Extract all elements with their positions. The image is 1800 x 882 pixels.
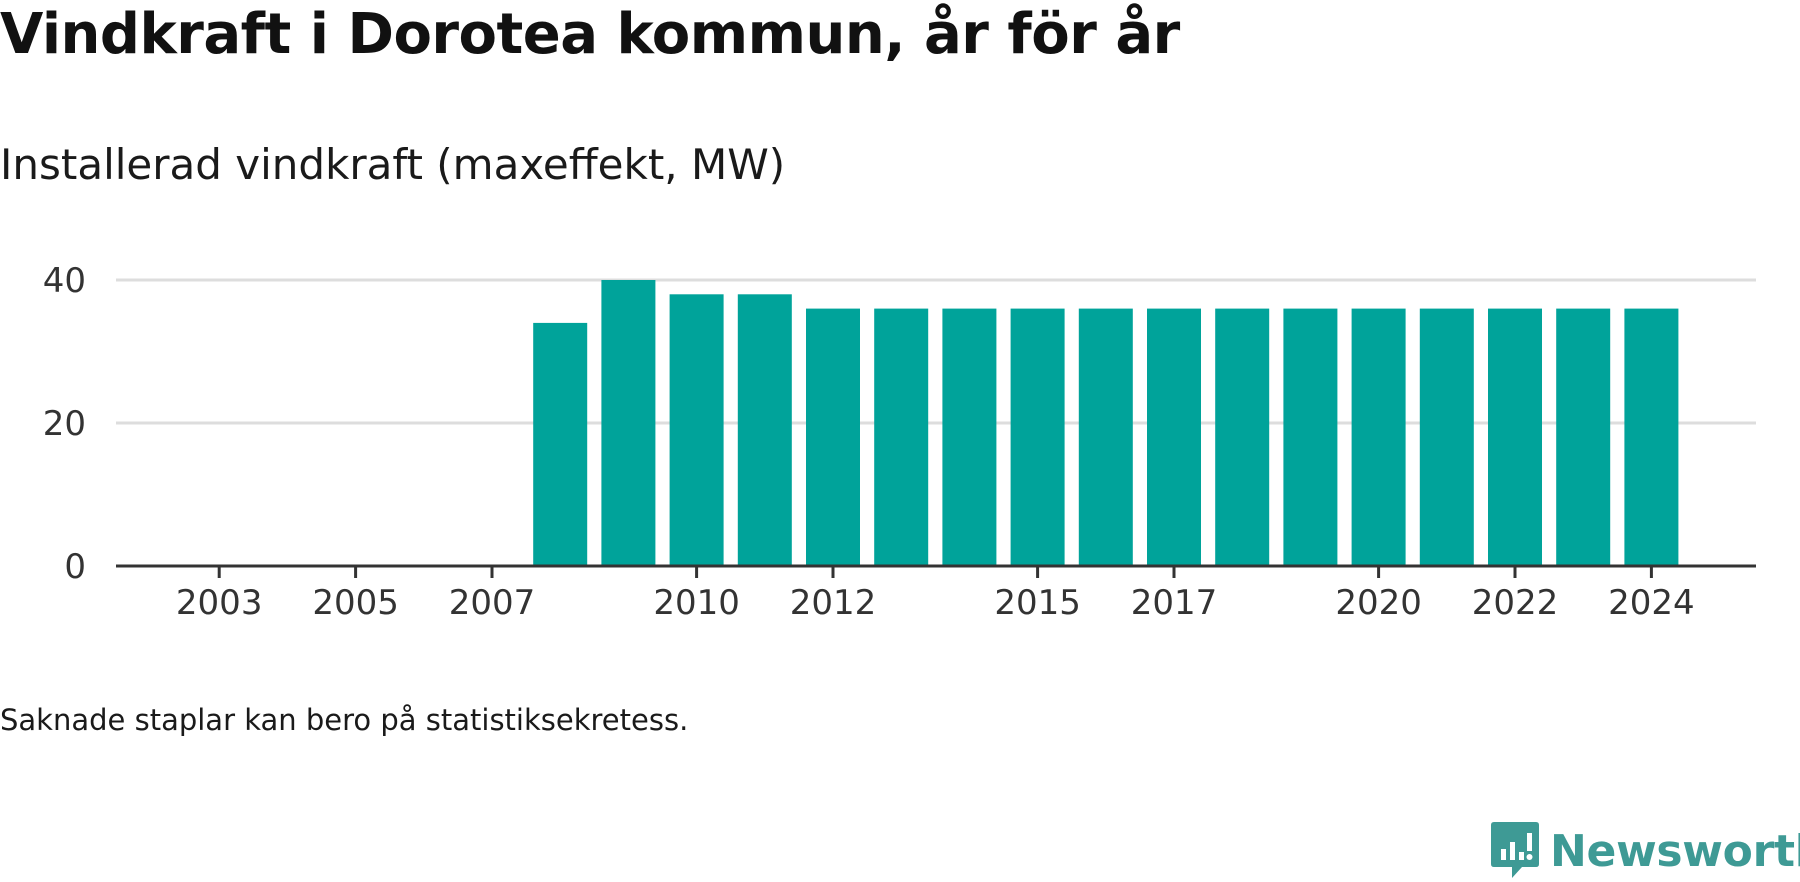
y-tick-label: 20 — [43, 404, 86, 444]
x-tick-label: 2012 — [790, 583, 877, 623]
x-tick-label: 2007 — [449, 583, 536, 623]
bar — [1010, 308, 1065, 566]
bar — [1351, 308, 1406, 566]
x-tick-label: 2015 — [994, 583, 1081, 623]
x-tick-label: 2020 — [1335, 583, 1422, 623]
x-tick-label: 2005 — [312, 583, 399, 623]
x-tick-label: 2024 — [1608, 583, 1695, 623]
bar-chart: 0 20 40 2003 2005 2007 2010 2012 2015 2017 2020 202… — [43, 261, 1756, 623]
bar — [874, 308, 929, 566]
x-tick-label: 2003 — [176, 583, 263, 623]
bar — [601, 280, 656, 566]
bar — [533, 322, 588, 566]
y-tick-label: 0 — [64, 547, 86, 587]
bar — [1147, 308, 1201, 566]
chart-subtitle: Installerad vindkraft (maxeffekt, MW) — [0, 140, 786, 189]
bar — [1488, 308, 1542, 566]
brand-name: Newsworthy — [1550, 825, 1800, 877]
bar — [737, 294, 792, 566]
bar — [669, 294, 724, 566]
newsworthy-logo-icon — [1491, 822, 1539, 878]
bar — [1215, 308, 1270, 566]
x-tick-label: 2017 — [1131, 583, 1218, 623]
bar — [806, 308, 860, 566]
y-tick-label: 40 — [43, 261, 86, 301]
bar — [1624, 308, 1679, 566]
bar — [1283, 308, 1338, 566]
x-tick-label: 2010 — [653, 583, 740, 623]
bar — [1556, 308, 1611, 566]
footnote: Saknade staplar kan bero på statistiksek… — [0, 703, 689, 737]
x-tick-label: 2022 — [1472, 583, 1559, 623]
newsworthy-logo[interactable]: Newsworthy — [1490, 820, 1800, 882]
bar — [942, 308, 997, 566]
chart-title: Vindkraft i Dorotea kommun, år för år — [0, 2, 1180, 67]
bar — [1419, 308, 1474, 566]
bar — [1078, 308, 1133, 566]
